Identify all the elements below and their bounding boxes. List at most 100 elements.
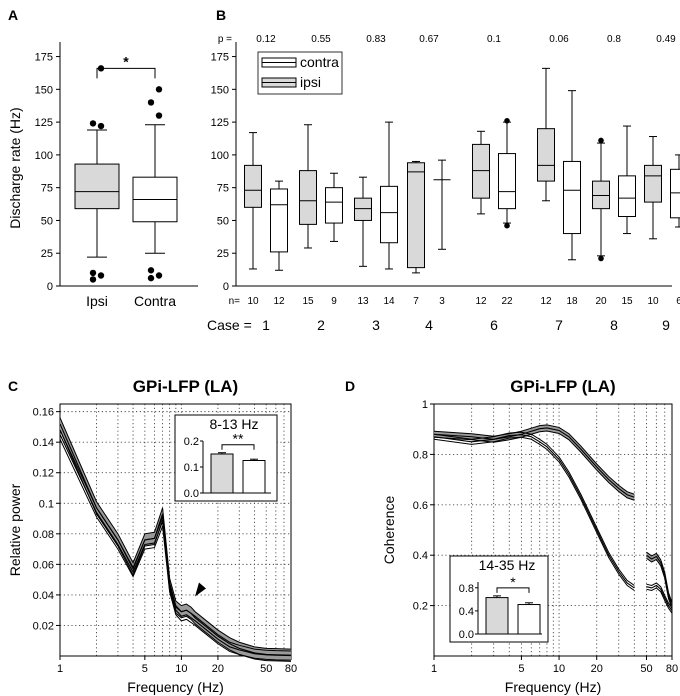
a-outlier — [89, 276, 97, 283]
a-y-axis-label: Discharge rate (Hz) — [7, 107, 23, 228]
b-box-contra — [270, 188, 288, 253]
panel-d-coherence: GPi-LFP (LA) 1 5 10 20 50 80 0.2 0.4 0.6 0.8 1 Frequ… — [381, 377, 678, 695]
d-line-upper-contra — [433, 431, 635, 586]
b-box-contra — [618, 175, 636, 218]
d-line-lower-contra — [433, 436, 635, 591]
b-n-value: 15 — [302, 296, 314, 307]
d-title: GPi-LFP (LA) — [510, 377, 615, 396]
a-y-tick-label: 175 — [35, 52, 53, 64]
b-p-value: 0.06 — [549, 34, 569, 45]
c-y-tick-label: 0.04 — [33, 590, 54, 602]
b-legend-label-ipsi: ipsi — [300, 74, 321, 90]
b-box-contra — [670, 168, 680, 219]
b-case-label: 6 — [490, 317, 498, 333]
d-y-tick-label: 0.8 — [413, 449, 428, 461]
c-inset-y-tick-label: 0.0 — [184, 488, 199, 500]
c-x-tick-label: 20 — [212, 663, 224, 675]
a-y-tick-label: 100 — [35, 150, 53, 162]
b-p-value: 0.1 — [487, 34, 501, 45]
b-y-tick-label: 50 — [217, 215, 229, 227]
d-y-tick-label: 0.4 — [413, 550, 428, 562]
c-line-contra — [59, 434, 292, 657]
c-arrowhead-marker — [194, 582, 206, 597]
c-x-tick-label: 10 — [175, 663, 187, 675]
panel-label-c: C — [8, 378, 18, 394]
b-box-ipsi — [407, 162, 425, 269]
c-y-tick-label: 0.14 — [33, 437, 54, 449]
a-outlier — [97, 122, 105, 130]
c-x-tick-label: 50 — [260, 663, 272, 675]
b-y-tick-label: 0 — [223, 281, 229, 293]
a-y-tick-label: 150 — [35, 84, 53, 96]
b-y-tick-label: 25 — [217, 248, 229, 260]
a-x-label-contra: Contra — [134, 293, 176, 309]
b-p-value: 0.49 — [656, 34, 676, 45]
a-outlier — [155, 86, 163, 93]
a-outlier — [155, 272, 163, 279]
d-line-lower-ipsi — [433, 430, 635, 501]
d-x-tick-label: 5 — [518, 663, 524, 675]
b-box-ipsi — [354, 197, 372, 221]
b-y-tick-label: 125 — [211, 117, 229, 129]
d-x-tick-label: 10 — [553, 663, 565, 675]
b-n-value: 7 — [413, 296, 419, 307]
b-box-ipsi — [592, 180, 610, 210]
b-n-value: 9 — [331, 296, 337, 307]
b-n-value: 14 — [383, 296, 395, 307]
d-inset-y-tick-label: 0.8 — [459, 583, 474, 595]
a-outlier — [97, 272, 105, 279]
b-case-label: 7 — [555, 317, 563, 333]
b-box-contra — [325, 187, 343, 224]
c-y-tick-label: 0.12 — [33, 468, 54, 480]
d-line-upper-contra-tail — [646, 582, 673, 609]
d-x-tick-label: 80 — [666, 663, 678, 675]
c-inset-significance-bracket — [221, 444, 255, 450]
d-line-ipsi-tail — [646, 554, 673, 606]
b-n-value: 12 — [273, 296, 285, 307]
b-n-value: 13 — [357, 296, 369, 307]
c-y-tick-label: 0.16 — [33, 407, 54, 419]
c-y-tick-label: 0.1 — [39, 498, 54, 510]
c-line-upper-contra — [59, 429, 292, 652]
b-n-value: 10 — [247, 296, 259, 307]
c-y-tick-label: 0.06 — [33, 559, 54, 571]
b-box-contra — [498, 153, 516, 210]
d-inset-bar-ipsi — [485, 597, 509, 635]
b-y-tick-label: 100 — [211, 150, 229, 162]
d-line-ipsi — [433, 427, 635, 498]
d-y-axis-label: Coherence — [381, 496, 397, 565]
c-y-tick-label: 0.02 — [33, 620, 54, 632]
d-inset-bar-contra — [517, 604, 541, 635]
b-p-value: 0.83 — [366, 34, 386, 45]
c-frame — [59, 403, 292, 657]
b-case-prefix: Case = — [207, 317, 252, 333]
b-case-label: 2 — [317, 317, 325, 333]
c-title: GPi-LFP (LA) — [133, 377, 238, 396]
b-case-label: 4 — [425, 317, 433, 333]
c-line-upper-ipsi — [59, 417, 292, 650]
c-inset-bar-contra — [242, 460, 266, 494]
d-x-axis-label: Frequency (Hz) — [505, 679, 601, 695]
a-outlier — [155, 112, 163, 119]
b-outlier — [504, 222, 510, 229]
a-outlier — [147, 274, 155, 282]
a-outlier — [147, 267, 155, 274]
b-y-tick-label: 75 — [217, 183, 229, 195]
a-significance-bracket — [96, 67, 156, 79]
b-box-ipsi — [299, 170, 317, 225]
b-n-value: 3 — [439, 296, 445, 307]
d-line-lower-contra-tail — [646, 587, 673, 614]
a-y-tick-label: 25 — [41, 248, 53, 260]
d-x-tick-label: 50 — [640, 663, 652, 675]
a-box-ipsi — [74, 163, 120, 210]
d-line-contra-tail — [646, 584, 673, 611]
b-p-value: 0.67 — [419, 34, 439, 45]
c-x-axis-label: Frequency (Hz) — [127, 679, 223, 695]
b-case-label: 3 — [372, 317, 380, 333]
a-outlier — [89, 269, 97, 277]
d-inset-significance-bracket — [496, 587, 530, 593]
d-x-tick-label: 1 — [431, 663, 437, 675]
c-inset-significance-label: ** — [233, 431, 244, 447]
